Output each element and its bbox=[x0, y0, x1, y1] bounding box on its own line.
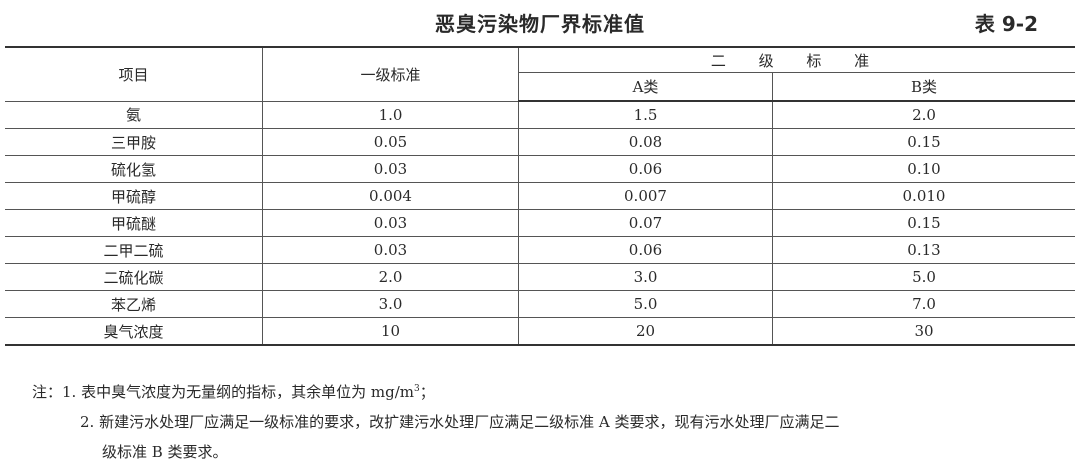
table-row: 苯乙烯 3.0 5.0 7.0 bbox=[5, 290, 1075, 318]
cell-item: 臭气浓度 bbox=[5, 317, 263, 346]
note-2-line2: 级标准 B 类要求。 bbox=[102, 443, 228, 461]
cell-class-a: 20 bbox=[518, 317, 773, 346]
cell-class-a: 1.5 bbox=[518, 100, 773, 129]
note-2-line1: 2. 新建污水处理厂应满足一级标准的要求，改扩建污水处理厂应满足二级标准 A 类… bbox=[80, 413, 840, 431]
cell-grade1: 10 bbox=[262, 317, 519, 346]
table-row: 二硫化碳 2.0 3.0 5.0 bbox=[5, 263, 1075, 291]
table-row: 氨 1.0 1.5 2.0 bbox=[5, 100, 1075, 129]
cell-grade1: 0.05 bbox=[262, 128, 519, 156]
cell-class-b: 0.15 bbox=[772, 128, 1075, 156]
cell-class-a: 0.06 bbox=[518, 155, 773, 183]
note-1-sup: 3 bbox=[413, 384, 420, 394]
cell-grade1: 3.0 bbox=[262, 290, 519, 318]
cell-grade1: 0.004 bbox=[262, 182, 519, 210]
table-title: 恶臭污染物厂界标准值 bbox=[435, 12, 645, 36]
cell-item: 硫化氢 bbox=[5, 155, 263, 183]
header-grade2: 二 级 标 准 bbox=[518, 46, 1075, 73]
note-1-text: 1. 表中臭气浓度为无量纲的指标，其余单位为 mg/m bbox=[62, 383, 414, 401]
table-row: 三甲胺 0.05 0.08 0.15 bbox=[5, 128, 1075, 156]
cell-item: 甲硫醇 bbox=[5, 182, 263, 210]
cell-class-a: 0.06 bbox=[518, 236, 773, 264]
cell-class-b: 7.0 bbox=[772, 290, 1075, 318]
table-row: 二甲二硫 0.03 0.06 0.13 bbox=[5, 236, 1075, 264]
cell-item: 三甲胺 bbox=[5, 128, 263, 156]
table-number: 表 9-2 bbox=[974, 12, 1038, 36]
cell-class-b: 2.0 bbox=[772, 100, 1075, 129]
notes: 注：1. 表中臭气浓度为无量纲的指标，其余单位为 mg/m3； 2. 新建污水处… bbox=[32, 374, 839, 467]
cell-class-b: 0.10 bbox=[772, 155, 1075, 183]
header-class-a: A类 bbox=[518, 72, 773, 102]
cell-class-b: 0.010 bbox=[772, 182, 1075, 210]
cell-grade1: 2.0 bbox=[262, 263, 519, 291]
note-1: 注：1. 表中臭气浓度为无量纲的指标，其余单位为 mg/m3； bbox=[32, 374, 839, 407]
table-row: 甲硫醇 0.004 0.007 0.010 bbox=[5, 182, 1075, 210]
cell-class-a: 0.08 bbox=[518, 128, 773, 156]
table-row: 硫化氢 0.03 0.06 0.10 bbox=[5, 155, 1075, 183]
header-grade1: 一级标准 bbox=[262, 46, 519, 102]
cell-item: 氨 bbox=[5, 100, 263, 129]
note-1-end: ； bbox=[419, 383, 435, 401]
standards-table: 项目 一级标准 二 级 标 准 A类 B类 氨 1.0 1.5 2.0 三甲胺 0.05 0… bbox=[5, 46, 1075, 346]
cell-grade1: 0.03 bbox=[262, 209, 519, 237]
table-row: 甲硫醚 0.03 0.07 0.15 bbox=[5, 209, 1075, 237]
cell-class-a: 5.0 bbox=[518, 290, 773, 318]
cell-class-b: 0.15 bbox=[772, 209, 1075, 237]
cell-class-a: 3.0 bbox=[518, 263, 773, 291]
note-prefix: 注： bbox=[32, 383, 63, 401]
cell-grade1: 1.0 bbox=[262, 100, 519, 129]
cell-grade1: 0.03 bbox=[262, 236, 519, 264]
cell-item: 甲硫醚 bbox=[5, 209, 263, 237]
cell-class-b: 0.13 bbox=[772, 236, 1075, 264]
header-class-b: B类 bbox=[772, 72, 1075, 102]
table-row: 臭气浓度 10 20 30 bbox=[5, 317, 1075, 346]
cell-class-b: 30 bbox=[772, 317, 1075, 346]
cell-item: 二硫化碳 bbox=[5, 263, 263, 291]
cell-item: 苯乙烯 bbox=[5, 290, 263, 318]
header-item: 项目 bbox=[5, 46, 263, 102]
cell-class-a: 0.07 bbox=[518, 209, 773, 237]
cell-class-b: 5.0 bbox=[772, 263, 1075, 291]
cell-item: 二甲二硫 bbox=[5, 236, 263, 264]
cell-class-a: 0.007 bbox=[518, 182, 773, 210]
cell-grade1: 0.03 bbox=[262, 155, 519, 183]
